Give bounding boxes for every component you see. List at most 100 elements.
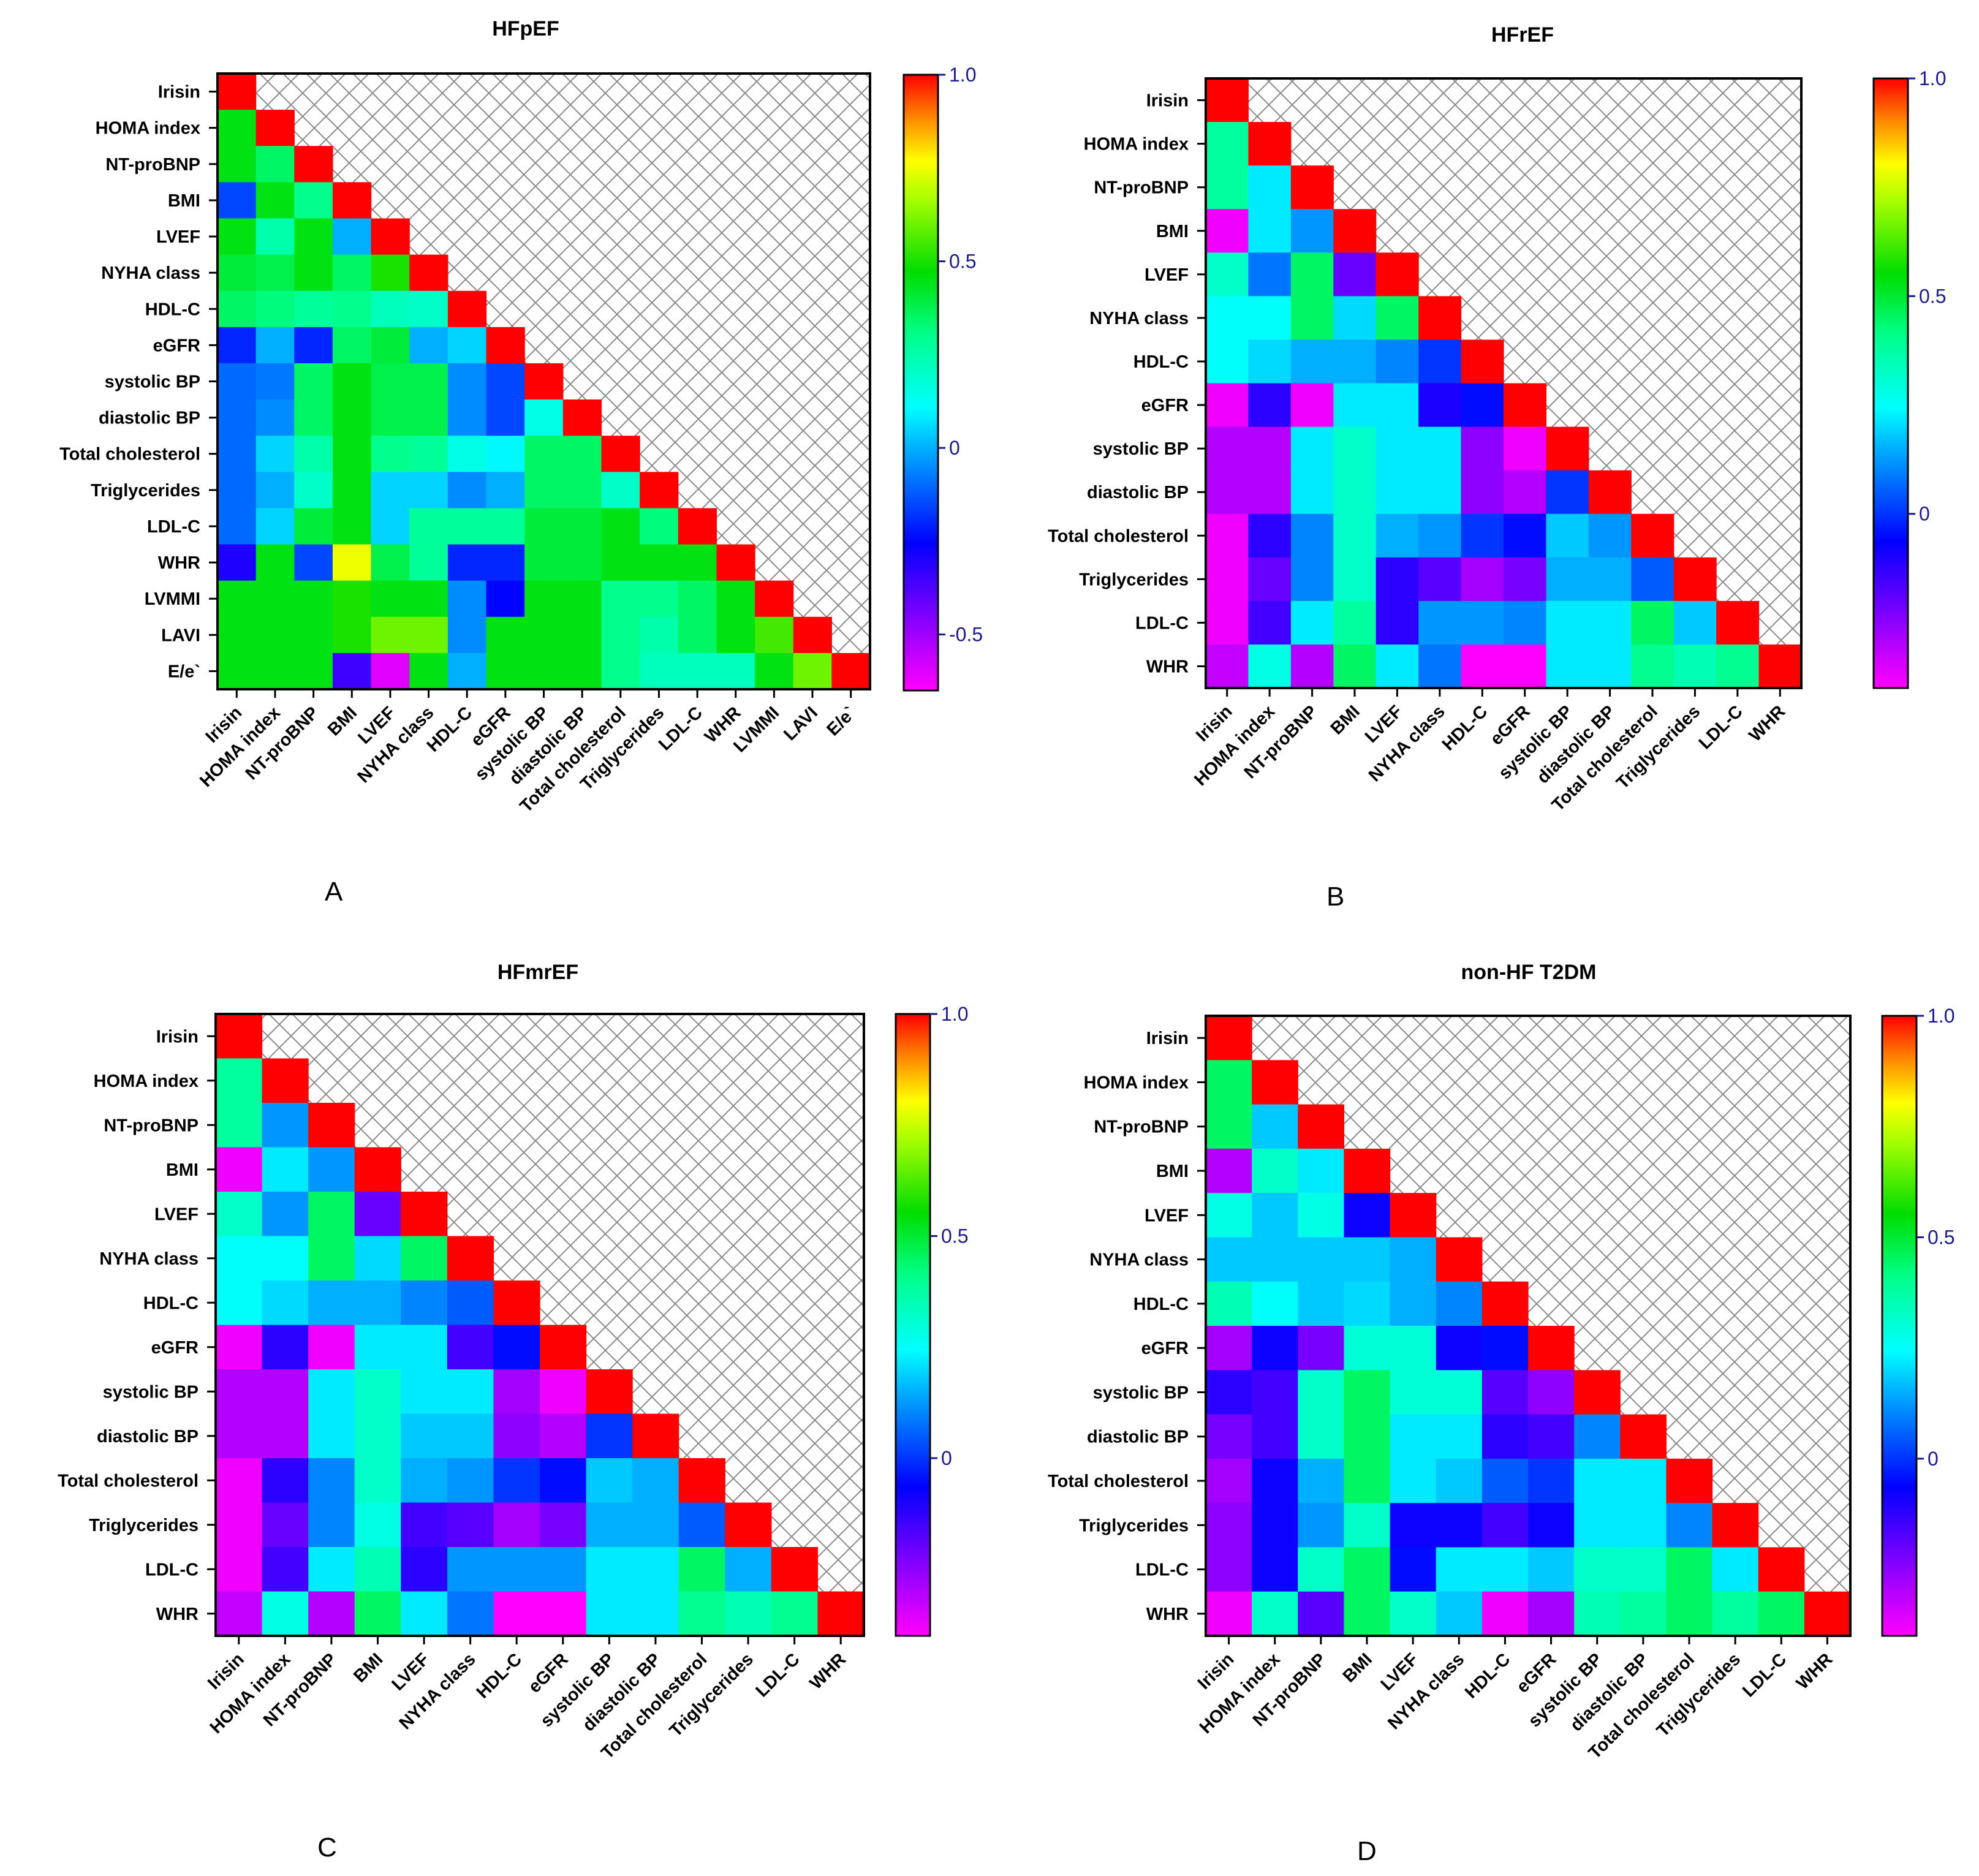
heatmap-cell: [401, 1458, 448, 1503]
heatmap-cell: [1290, 339, 1334, 384]
heatmap-cell: [1252, 1458, 1298, 1503]
col-label: Triglycerides: [666, 1649, 757, 1741]
heatmap-cell: [1546, 470, 1589, 515]
panel-b: HFrEF Irisin HOMA index NT-proBNP BMI LVEF NY…: [1048, 23, 1946, 912]
heatmap-cell: [255, 363, 295, 400]
heatmap-cell: [262, 1058, 309, 1103]
panel-a-label: A: [325, 877, 343, 907]
heatmap-cell: [1528, 1591, 1575, 1636]
heatmap-cell: [831, 652, 871, 690]
heatmap-cell: [308, 1547, 355, 1592]
heatmap-cell: [1206, 470, 1249, 515]
row-label: HDL-C: [1133, 352, 1189, 372]
row-label: Triglycerides: [1079, 570, 1189, 589]
heatmap-cell: [1290, 383, 1334, 428]
heatmap-cell: [1206, 1547, 1252, 1592]
heatmap-cell: [716, 616, 755, 654]
heatmap-cell: [1436, 1458, 1483, 1503]
heatmap-cell: [1588, 470, 1632, 515]
heatmap-cell: [401, 1236, 448, 1281]
heatmap-cell: [409, 436, 448, 472]
heatmap-cell: [1252, 1193, 1298, 1238]
row-label: diastolic BP: [99, 409, 200, 428]
col-label: HOMA index: [1196, 1649, 1284, 1738]
heatmap-cell: [401, 1369, 448, 1415]
heatmap-cell: [1298, 1104, 1345, 1149]
heatmap-cell: [401, 1591, 448, 1636]
heatmap-cell: [255, 544, 295, 581]
row-label: eGFR: [151, 1338, 199, 1358]
col-label: LAVI: [780, 703, 822, 744]
heatmap-cell: [255, 327, 295, 364]
col-label: LDL-C: [752, 1649, 803, 1701]
heatmap-cell: [678, 1502, 725, 1548]
heatmap-cell: [486, 436, 525, 472]
heatmap-cell: [1528, 1458, 1575, 1503]
heatmap-cell: [725, 1591, 772, 1636]
heatmap-cell: [1666, 1591, 1713, 1636]
row-label: NYHA class: [1089, 1250, 1189, 1270]
heatmap-cell: [371, 290, 410, 328]
heatmap-cell: [1390, 1370, 1437, 1415]
heatmap-cell: [562, 508, 602, 545]
heatmap-cell: [401, 1325, 448, 1370]
colorbar-tick-label: 0: [941, 1447, 952, 1469]
heatmap-cell: [332, 508, 372, 545]
heatmap-cell: [216, 1236, 263, 1281]
heatmap-cell: [1461, 426, 1504, 471]
heatmap-cell: [586, 1591, 633, 1636]
heatmap-cell: [486, 327, 525, 364]
heatmap-cell: [725, 1547, 772, 1592]
row-label: WHR: [1146, 657, 1189, 676]
row-label: Total cholesterol: [1048, 1472, 1189, 1491]
heatmap-cell: [218, 436, 257, 472]
heatmap-cell: [371, 508, 410, 545]
row-label: NT-proBNP: [105, 155, 200, 175]
row-label: diastolic BP: [1087, 483, 1189, 502]
heatmap-cell: [1344, 1547, 1391, 1592]
heatmap-cell: [332, 616, 372, 654]
heatmap-cell: [1436, 1370, 1483, 1415]
heatmap-cell: [678, 616, 717, 654]
heatmap-cell: [255, 146, 295, 183]
heatmap-cell: [1248, 165, 1292, 210]
heatmap-cell: [216, 1147, 263, 1192]
heatmap-cell: [1712, 1503, 1759, 1548]
row-label: eGFR: [153, 336, 200, 355]
heatmap-cell: [1375, 470, 1419, 515]
heatmap-cell: [1528, 1503, 1575, 1548]
heatmap-cell: [218, 544, 257, 581]
heatmap-cell: [354, 1413, 401, 1459]
row-label: HDL-C: [145, 300, 200, 319]
heatmap-cell: [1390, 1591, 1437, 1636]
heatmap-cell: [218, 616, 257, 654]
row-label: NT-proBNP: [1094, 178, 1189, 198]
heatmap-cell: [1504, 470, 1547, 515]
heatmap-cell: [1248, 296, 1292, 341]
heatmap-cell: [1252, 1326, 1298, 1371]
heatmap-cell: [255, 472, 295, 509]
heatmap-cell: [1546, 644, 1589, 689]
heatmap-cell: [1418, 383, 1462, 428]
heatmap-cell: [354, 1502, 401, 1548]
heatmap-cell: [294, 472, 333, 509]
heatmap-cell: [1574, 1503, 1621, 1548]
heatmap-cell: [493, 1325, 540, 1370]
heatmap-cell: [218, 472, 257, 509]
heatmap-cell: [1390, 1503, 1437, 1548]
heatmap-cell: [1206, 252, 1249, 297]
heatmap-cell: [1333, 557, 1377, 602]
row-label: LAVI: [161, 626, 200, 645]
heatmap-cell: [493, 1280, 540, 1326]
heatmap-cell: [793, 652, 832, 690]
heatmap-cell: [218, 218, 257, 255]
heatmap-cell: [1252, 1370, 1298, 1415]
colorbar-frame: [895, 1013, 931, 1637]
heatmap-cell: [1418, 644, 1462, 689]
row-label: HDL-C: [143, 1293, 199, 1313]
heatmap-cell: [262, 1547, 309, 1592]
heatmap-cell: [640, 616, 679, 654]
heatmap-cell: [1375, 426, 1419, 471]
heatmap-cell: [1390, 1458, 1437, 1503]
